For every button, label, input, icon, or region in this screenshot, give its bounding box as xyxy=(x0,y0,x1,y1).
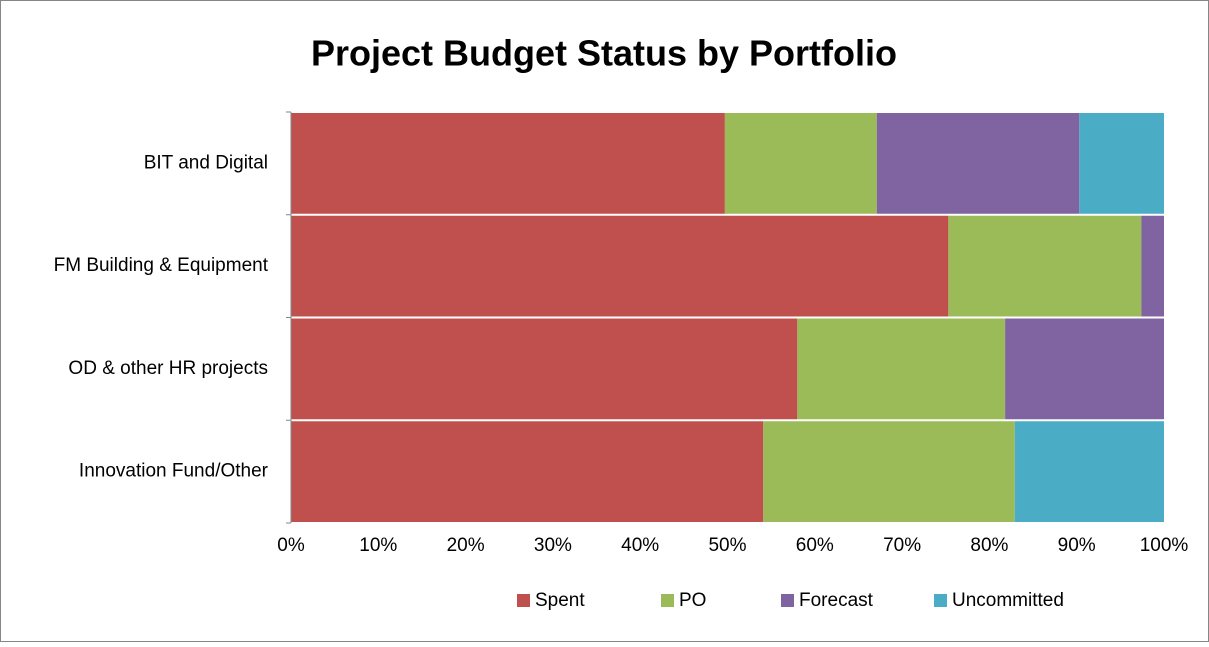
x-tick-label: 80% xyxy=(970,535,1008,556)
y-tick-label: BIT and Digital xyxy=(144,152,268,173)
bar-segment xyxy=(1079,113,1164,214)
y-tick-label: OD & other HR projects xyxy=(68,358,268,379)
legend-swatch xyxy=(781,594,794,607)
legend-label: Forecast xyxy=(799,590,874,611)
x-tick-label: 100% xyxy=(1140,535,1189,556)
legend-swatch xyxy=(934,594,947,607)
x-tick-label: 50% xyxy=(708,535,746,556)
chart-title: Project Budget Status by Portfolio xyxy=(311,33,897,74)
bar-segment xyxy=(291,318,798,420)
y-tick-label: Innovation Fund/Other xyxy=(79,461,269,482)
x-tick-label: 40% xyxy=(621,535,659,556)
bar-segment xyxy=(948,215,1142,317)
legend-label: PO xyxy=(679,590,706,611)
legend-label: Spent xyxy=(535,590,585,611)
x-tick-label: 90% xyxy=(1058,535,1096,556)
x-tick-label: 10% xyxy=(359,535,397,556)
bar-segment xyxy=(291,421,764,522)
bar-segment xyxy=(797,318,1006,420)
x-tick-label: 20% xyxy=(447,535,485,556)
bar-segment xyxy=(1141,215,1164,317)
bar-segment xyxy=(876,113,1080,214)
bar-segment xyxy=(1014,421,1164,522)
bar-segment xyxy=(1005,318,1164,420)
bar-segment xyxy=(763,421,1015,522)
legend-swatch xyxy=(661,594,674,607)
x-tick-label: 70% xyxy=(883,535,921,556)
x-tick-label: 30% xyxy=(534,535,572,556)
legend-swatch xyxy=(517,594,530,607)
bar-segment xyxy=(291,113,725,214)
bar-segment xyxy=(291,215,949,317)
x-tick-label: 60% xyxy=(796,535,834,556)
legend-label: Uncommitted xyxy=(952,590,1064,611)
y-tick-label: FM Building & Equipment xyxy=(54,255,269,276)
x-tick-label: 0% xyxy=(277,535,305,556)
bar-segment xyxy=(724,113,877,214)
